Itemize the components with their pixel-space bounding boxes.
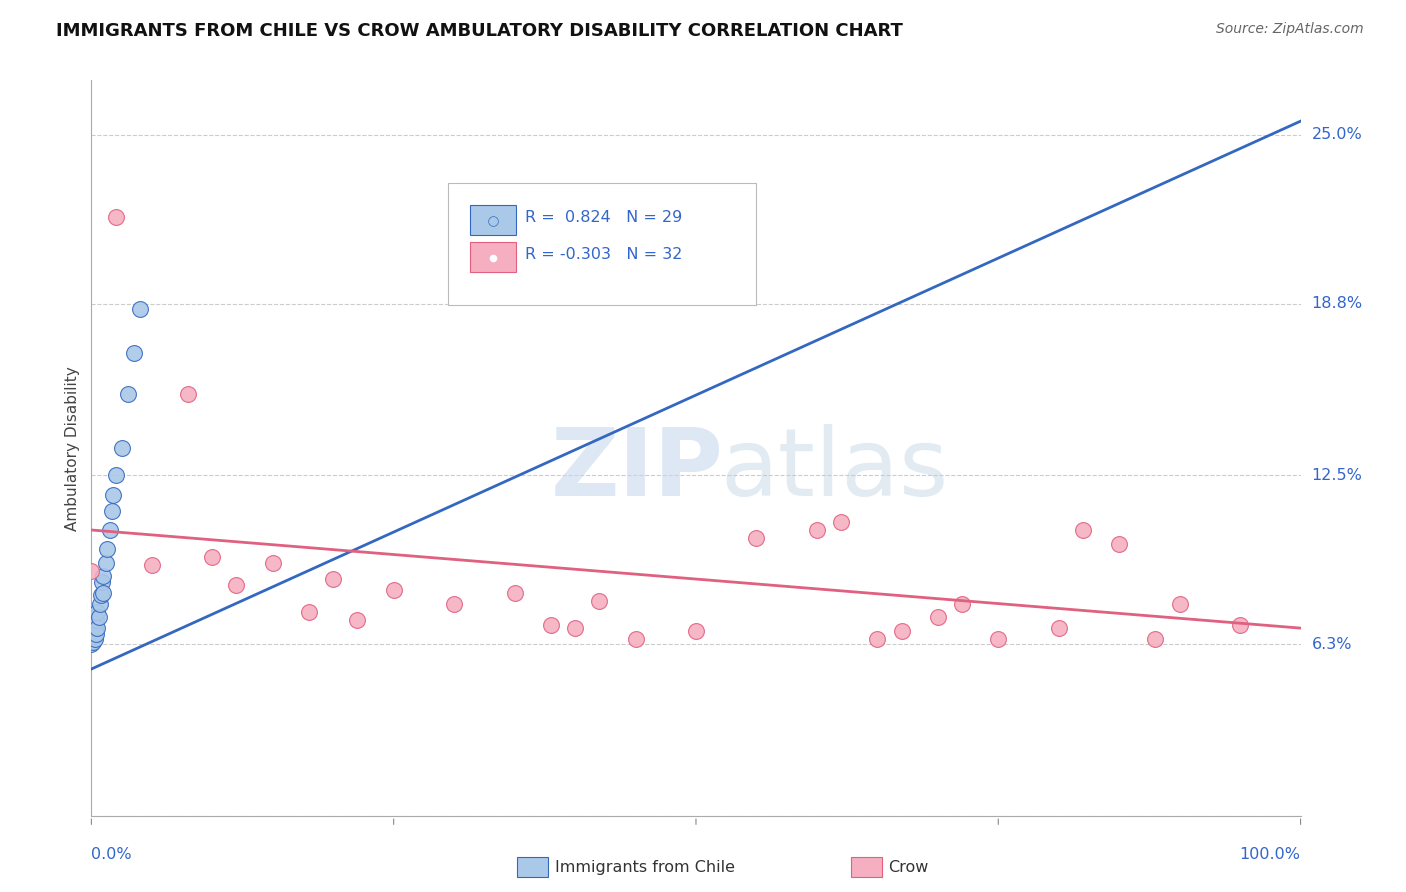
Point: [117, 386, 139, 401]
Point: [503, 585, 526, 599]
Point: [1229, 618, 1251, 632]
Point: [90, 589, 112, 603]
Text: IMMIGRANTS FROM CHILE VS CROW AMBULATORY DISABILITY CORRELATION CHART: IMMIGRANTS FROM CHILE VS CROW AMBULATORY…: [56, 22, 903, 40]
Point: [84, 626, 107, 640]
Point: [83, 629, 105, 643]
Point: [80, 624, 103, 638]
Point: [91, 574, 114, 589]
Point: [866, 632, 889, 646]
Point: [298, 605, 321, 619]
Text: atlas: atlas: [720, 425, 949, 516]
Point: [225, 577, 247, 591]
Point: [1071, 523, 1094, 537]
Text: Immigrants from Chile: Immigrants from Chile: [555, 860, 735, 874]
Y-axis label: Ambulatory Disability: Ambulatory Disability: [65, 366, 80, 531]
Point: [1144, 632, 1167, 646]
FancyBboxPatch shape: [470, 242, 516, 271]
Point: [322, 572, 344, 586]
Point: [84, 621, 107, 635]
Point: [96, 542, 118, 557]
Text: ZIP: ZIP: [551, 425, 724, 516]
Point: [806, 523, 828, 537]
Text: 12.5%: 12.5%: [1312, 468, 1362, 483]
Point: [987, 632, 1010, 646]
FancyBboxPatch shape: [470, 205, 516, 235]
Point: [86, 621, 108, 635]
Point: [87, 610, 110, 624]
Point: [1047, 621, 1070, 635]
Point: [111, 442, 132, 455]
Point: [624, 632, 647, 646]
Text: Source: ZipAtlas.com: Source: ZipAtlas.com: [1216, 22, 1364, 37]
Point: [93, 585, 115, 599]
Point: [830, 515, 852, 529]
Point: [382, 582, 405, 597]
Point: [564, 621, 586, 635]
Point: [101, 504, 124, 518]
Point: [82, 634, 104, 648]
Text: 0.0%: 0.0%: [91, 847, 132, 862]
Text: R =  0.824   N = 29: R = 0.824 N = 29: [526, 211, 683, 226]
Point: [104, 468, 127, 483]
Point: [262, 556, 284, 570]
Point: [1108, 536, 1130, 550]
Point: [745, 531, 768, 545]
Point: [443, 597, 465, 611]
Point: [83, 615, 105, 630]
Point: [890, 624, 912, 638]
Point: [141, 558, 163, 573]
Point: [927, 610, 949, 624]
Text: 18.8%: 18.8%: [1312, 296, 1362, 311]
Point: [84, 613, 107, 627]
Point: [82, 621, 104, 635]
Point: [346, 613, 368, 627]
Text: R = -0.303   N = 32: R = -0.303 N = 32: [526, 247, 683, 262]
Point: [1168, 597, 1191, 611]
Point: [80, 564, 103, 578]
Point: [94, 556, 117, 570]
Point: [588, 594, 610, 608]
Text: 6.3%: 6.3%: [1312, 637, 1353, 652]
Point: [89, 597, 111, 611]
Point: [177, 386, 200, 401]
Text: Crow: Crow: [889, 860, 929, 874]
Point: [93, 569, 115, 583]
Point: [86, 605, 108, 619]
Point: [950, 597, 973, 611]
Point: [104, 210, 127, 224]
Point: [685, 624, 707, 638]
Point: [84, 610, 107, 624]
FancyBboxPatch shape: [449, 184, 756, 305]
Point: [122, 346, 145, 360]
Point: [84, 632, 107, 646]
Text: 25.0%: 25.0%: [1312, 128, 1362, 143]
Point: [101, 487, 124, 501]
Point: [201, 550, 224, 565]
Point: [128, 302, 150, 317]
Point: [80, 637, 103, 651]
Point: [540, 618, 562, 632]
Text: 100.0%: 100.0%: [1240, 847, 1301, 862]
Point: [98, 523, 121, 537]
